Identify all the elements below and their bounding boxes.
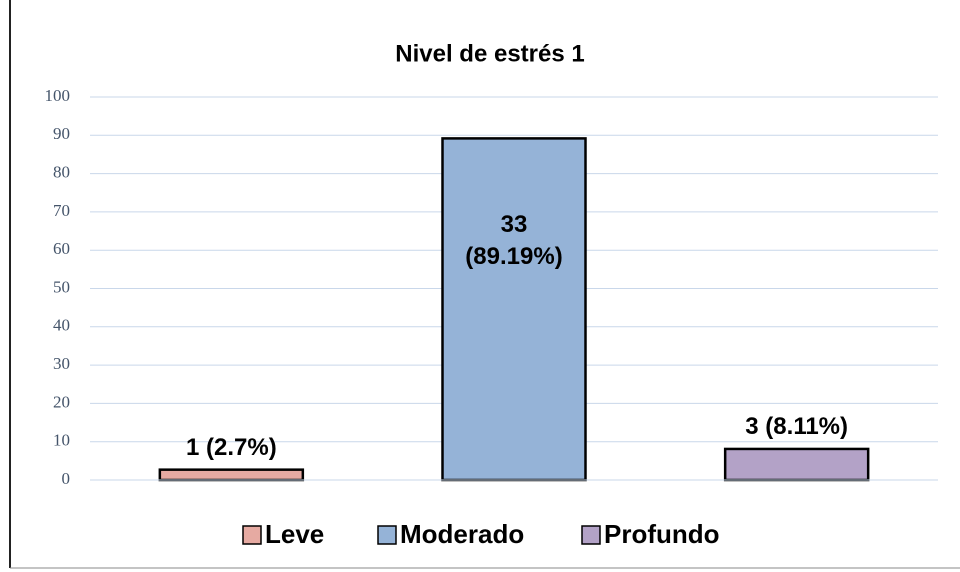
y-tick-label: 80	[53, 163, 70, 182]
y-tick-label: 0	[62, 469, 71, 488]
legend-swatch	[377, 525, 397, 545]
bar	[158, 468, 305, 482]
chart-title: Nivel de estrés 1	[395, 40, 584, 67]
y-tick-label: 70	[53, 201, 70, 220]
y-tick-label: 40	[53, 316, 70, 335]
data-label: 33 (89.19%)	[465, 210, 563, 270]
data-label: 1 (2.7%)	[185, 433, 277, 461]
y-tick-label: 100	[45, 86, 71, 105]
y-tick-label: 90	[53, 124, 70, 143]
bar	[723, 447, 870, 482]
legend-swatch	[242, 525, 262, 545]
legend-label: Moderado	[400, 519, 524, 549]
data-label: 3 (8.11%)	[745, 412, 849, 440]
legend-swatch	[581, 525, 601, 545]
y-tick-label: 20	[53, 392, 70, 411]
legend-label: Leve	[265, 519, 324, 549]
legend-label: Profundo	[604, 519, 720, 549]
y-tick-label: 10	[53, 431, 70, 450]
y-tick-label: 30	[53, 354, 70, 373]
bar	[441, 137, 587, 482]
y-tick-label: 50	[53, 277, 70, 296]
y-tick-label: 60	[53, 239, 70, 258]
